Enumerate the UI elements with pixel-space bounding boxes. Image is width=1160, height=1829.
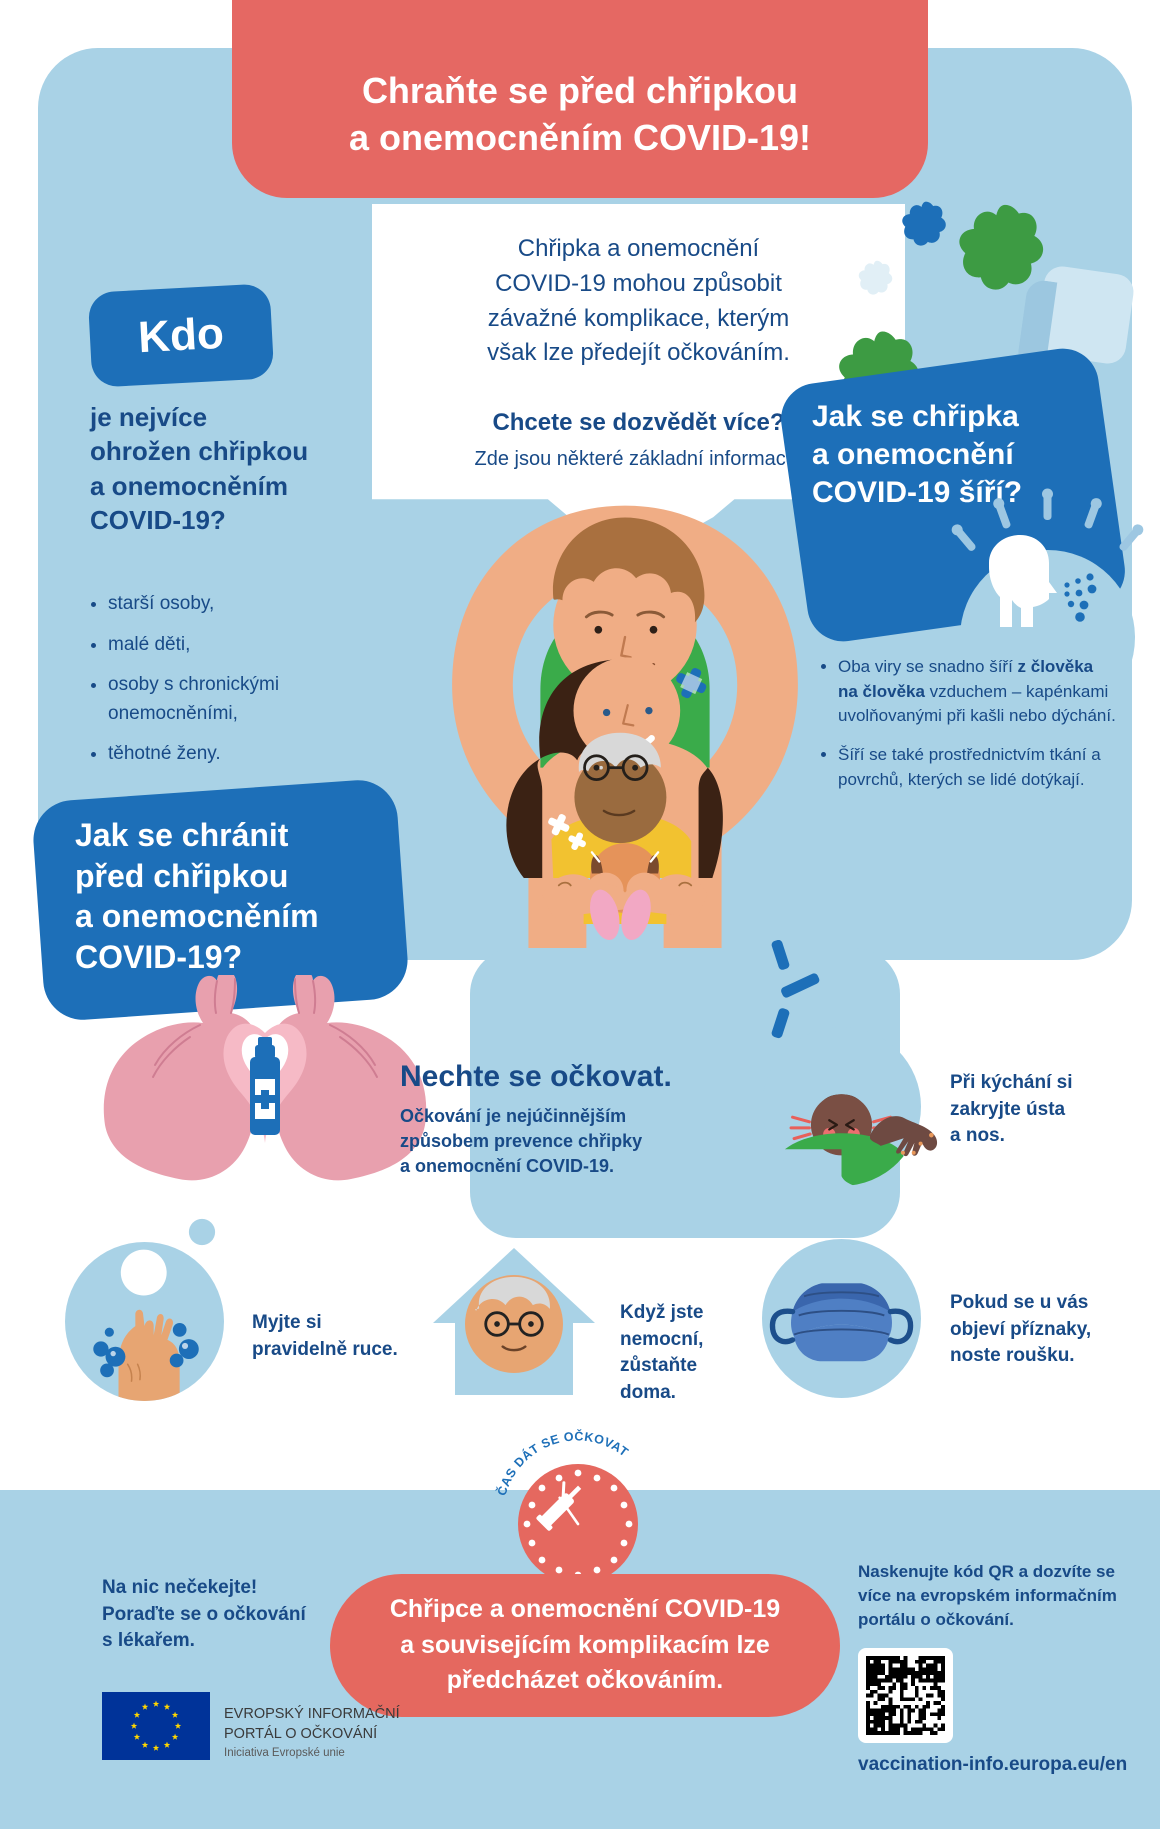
svg-text:ČAS DÁT SE OČKOVAT: ČAS DÁT SE OČKOVAT xyxy=(495,1428,631,1497)
svg-text:Iniciativa Evropské unie: Iniciativa Evropské unie xyxy=(224,1747,345,1759)
svg-text:PORTÁL O OČKOVÁNÍ: PORTÁL O OČKOVÁNÍ xyxy=(224,1725,377,1742)
svg-text:EVROPSKÝ INFORMAČNÍ: EVROPSKÝ INFORMAČNÍ xyxy=(224,1705,400,1722)
